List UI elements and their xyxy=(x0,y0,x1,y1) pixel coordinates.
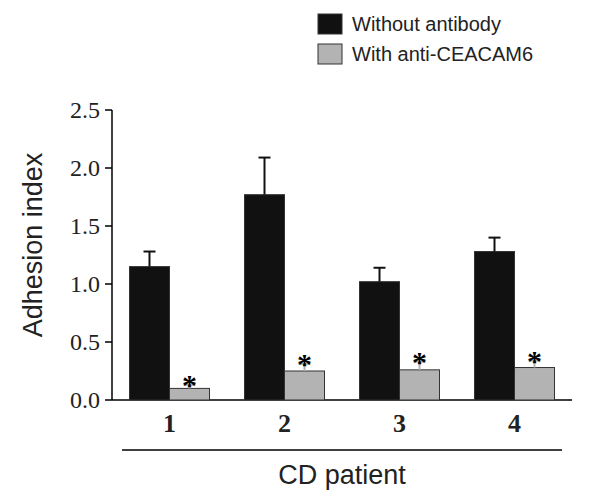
error-bar xyxy=(489,238,501,252)
error-cap xyxy=(259,157,271,159)
legend-label: Without antibody xyxy=(352,13,501,35)
marks xyxy=(130,158,555,400)
x-axis-label: CD patient xyxy=(278,460,406,490)
annotation: * xyxy=(297,347,312,380)
y-tick-label: 0.5 xyxy=(70,329,100,355)
error-bar xyxy=(259,158,271,195)
bar xyxy=(245,195,285,400)
y-axis xyxy=(111,110,113,400)
y-tick-label: 2.0 xyxy=(70,155,100,181)
x-tick-label: 1 xyxy=(163,409,176,438)
chart: 0.0 0.5 1.0 1.5 2.0 2.5 1 2 3 4 * * * * Adhesion index… xyxy=(0,0,612,496)
annotation: * xyxy=(527,344,542,377)
y-tick xyxy=(105,283,112,285)
annotation: * xyxy=(182,368,197,401)
legend-swatch xyxy=(318,44,342,64)
error-bar xyxy=(374,268,386,282)
annotation: * xyxy=(412,345,427,378)
error-stem xyxy=(379,268,381,282)
error-stem xyxy=(494,238,496,252)
y-tick-label: 1.5 xyxy=(70,213,100,239)
error-bar xyxy=(144,252,156,267)
x-tick-label: 3 xyxy=(393,409,406,438)
x-tick-label: 4 xyxy=(508,409,521,438)
error-cap xyxy=(144,251,156,253)
error-stem xyxy=(264,158,266,195)
y-tick-label: 0.0 xyxy=(70,387,100,413)
y-tick xyxy=(105,341,112,343)
y-tick-label: 2.5 xyxy=(70,97,100,123)
legend-swatch xyxy=(318,14,342,34)
error-cap xyxy=(489,237,501,239)
y-tick xyxy=(105,399,112,401)
y-tick xyxy=(105,225,112,227)
legend-label: With anti-CEACAM6 xyxy=(352,43,533,65)
y-tick xyxy=(105,109,112,111)
y-axis-label: Adhesion index xyxy=(18,152,48,337)
bar xyxy=(475,252,515,400)
x-label-rule xyxy=(122,449,562,451)
bar xyxy=(130,267,170,400)
y-tick xyxy=(105,167,112,169)
x-tick-label: 2 xyxy=(278,409,291,438)
y-tick-label: 1.0 xyxy=(70,271,100,297)
error-stem xyxy=(149,252,151,267)
error-cap xyxy=(374,267,386,269)
bar xyxy=(360,282,400,400)
